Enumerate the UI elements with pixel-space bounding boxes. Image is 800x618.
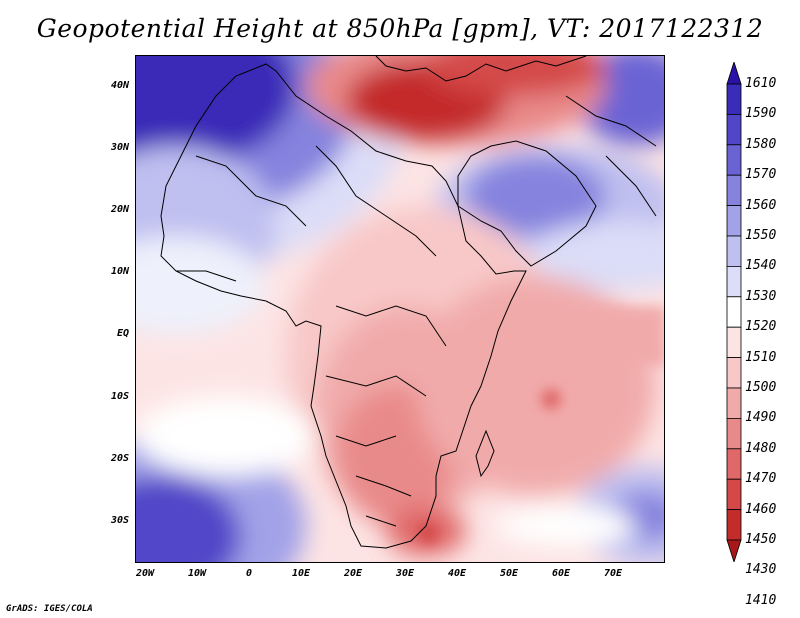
lon-label-0: 0	[245, 568, 253, 579]
lon-label-30e: 30E	[395, 568, 415, 579]
lon-label-20e: 20E	[343, 568, 363, 579]
colorbar-box	[726, 417, 742, 450]
colorbar-box	[726, 296, 742, 328]
coastlines	[160, 56, 657, 549]
lon-label-20w: 20W	[135, 568, 155, 579]
lon-label-70e: 70E	[603, 568, 623, 579]
lat-label-20n: 20N	[110, 204, 129, 215]
colorbar-label: 1610	[745, 76, 777, 91]
colorbar	[726, 62, 742, 562]
colorbar-label: 1550	[745, 228, 777, 243]
colorbar-box	[726, 83, 742, 115]
colorbar-label: 1520	[745, 319, 777, 335]
lat-label-eq: EQ	[116, 328, 129, 339]
colorbar-label: 1480	[745, 440, 777, 456]
colorbar-box	[726, 357, 742, 389]
colorbar-box	[726, 478, 742, 511]
colorbar-top-arrow	[726, 62, 742, 85]
colorbar-bottom-arrow	[726, 539, 742, 562]
colorbar-box	[726, 235, 742, 267]
colorbar-label: 1560	[745, 197, 777, 213]
colorbar-label: 1450	[745, 532, 777, 547]
lat-label-30n: 30N	[110, 142, 129, 153]
colorbar-label: 1430	[745, 562, 777, 578]
colorbar-box	[726, 174, 742, 206]
colorbar-box	[726, 144, 742, 176]
colorbar-label: 1470	[745, 471, 777, 487]
colorbar-label: 1490	[745, 410, 777, 426]
colorbar-label: 1580	[745, 136, 777, 152]
colorbar-box	[726, 448, 742, 480]
colorbar-label: 1410	[745, 592, 777, 608]
lon-label-40e: 40E	[447, 568, 467, 579]
colorbar-label: 1540	[745, 258, 777, 274]
colorbar-box	[726, 265, 742, 298]
colorbar-box	[726, 326, 742, 359]
map-field	[136, 56, 664, 562]
colorbar-box	[726, 387, 742, 419]
chart-title: Geopotential Height at 850hPa [gpm], VT:…	[36, 14, 764, 43]
lon-label-10e: 10E	[291, 568, 311, 579]
colorbar-label: 1500	[745, 380, 777, 395]
lat-label-20s: 20S	[110, 453, 129, 464]
colorbar-label: 1460	[745, 501, 777, 517]
lon-label-10w: 10W	[187, 568, 207, 579]
colorbar-label: 1510	[745, 349, 777, 365]
colorbar-label: 1590	[745, 106, 777, 122]
colorbar-box	[726, 205, 742, 237]
field-detail	[418, 306, 664, 543]
colorbar-label: 1530	[745, 288, 777, 304]
credit-text: GrADS: IGES/COLA	[6, 604, 93, 614]
lat-label-40n: 40N	[110, 80, 129, 91]
colorbar-box	[726, 114, 742, 146]
lat-label-10n: 10N	[110, 266, 129, 277]
colorbar-label: 1570	[745, 167, 777, 183]
lat-label-30s: 30S	[110, 515, 129, 526]
lon-label-60e: 60E	[551, 568, 571, 579]
map-panel	[135, 55, 665, 563]
colorbar-box	[726, 509, 742, 541]
lat-label-10s: 10S	[110, 391, 129, 402]
lon-label-50e: 50E	[499, 568, 519, 579]
